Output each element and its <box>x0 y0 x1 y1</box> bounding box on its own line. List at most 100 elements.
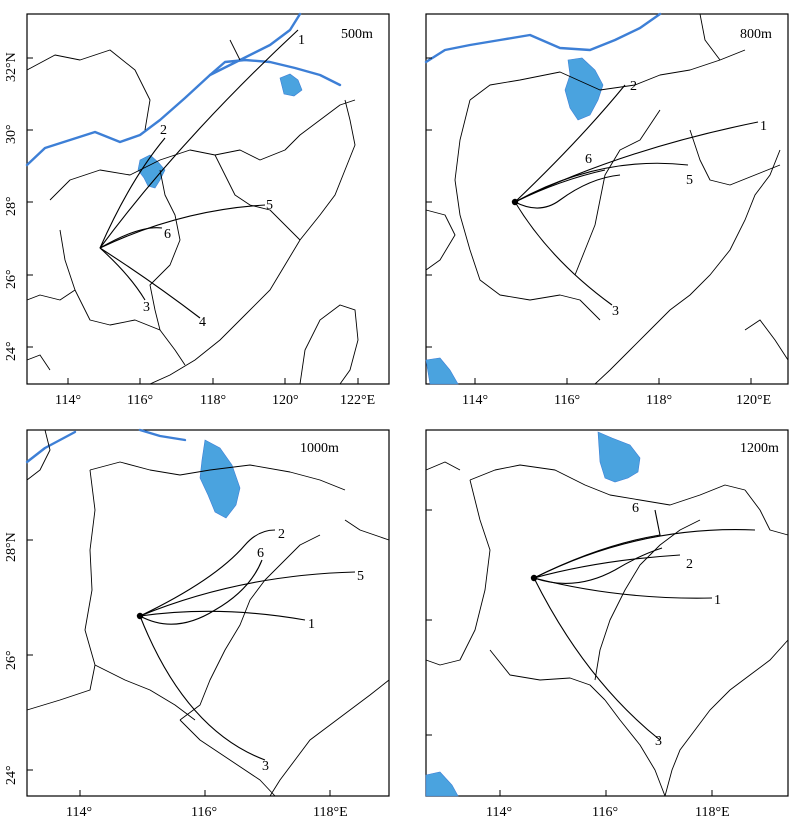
poyang-lake <box>137 154 166 189</box>
poyang-lake <box>564 57 604 121</box>
province-border <box>94 664 196 721</box>
panel-frame <box>425 13 789 385</box>
province-border <box>26 289 76 301</box>
province-border <box>489 649 606 701</box>
panel-frame <box>425 429 789 797</box>
height-label: 500m <box>341 27 373 42</box>
river <box>138 428 187 442</box>
province-border <box>425 479 491 666</box>
trajectory-label-5: 5 <box>686 173 693 188</box>
trajectory-label-1: 1 <box>760 119 767 134</box>
trajectory-line-1 <box>139 610 306 621</box>
x-tick-label: 118°E <box>695 805 730 820</box>
x-tick-label: 116° <box>127 393 153 408</box>
x-tick-label: 120° <box>272 393 299 408</box>
river-branch <box>208 58 342 87</box>
trajectory-line-3 <box>533 577 661 741</box>
trajectory-label-3: 3 <box>262 759 269 774</box>
height-label: 800m <box>740 27 772 42</box>
trajectory-label-2: 2 <box>278 527 285 542</box>
panel-frame <box>26 429 390 797</box>
trajectory-label-3: 3 <box>612 304 619 319</box>
province-border <box>594 519 701 681</box>
x-tick-label: 116° <box>554 393 580 408</box>
panel-frame <box>26 13 390 385</box>
yangtze-river <box>25 12 302 167</box>
taiwan-coast <box>299 304 359 385</box>
trajectory-line-1 <box>514 121 759 203</box>
yangtze-river <box>424 12 662 64</box>
trajectory-label-6: 6 <box>164 227 171 242</box>
trajectory-label-4: 4 <box>199 315 206 330</box>
x-tick-label: 120°E <box>736 393 771 408</box>
trajectory-label-3: 3 <box>655 734 662 749</box>
poyang-lake <box>597 431 641 483</box>
trajectory-line-6 <box>99 227 163 249</box>
trajectory-label-2: 2 <box>630 79 637 94</box>
trajectory-label-5: 5 <box>357 569 364 584</box>
trajectory-line-1 <box>99 29 299 249</box>
y-tick-label: 28° <box>4 196 19 216</box>
coastline <box>664 639 789 797</box>
coastline <box>594 149 781 385</box>
panel-500m: 500m 1 2 3 4 5 6 32°N 30° 28° 26° 24° 11… <box>4 12 390 408</box>
province-border <box>425 461 461 471</box>
province-border <box>26 49 151 131</box>
trajectory-line-3 <box>139 615 266 761</box>
province-border <box>26 469 96 711</box>
panel-1200m: 1200m 1 2 3 6 114° 116° 118°E <box>425 429 789 820</box>
coastline <box>26 354 51 371</box>
province-border <box>744 489 789 536</box>
trajectory-label-1: 1 <box>298 33 305 48</box>
province-border <box>604 699 666 797</box>
height-label: 1000m <box>300 441 339 456</box>
lake <box>279 73 303 97</box>
x-tick-label: 118° <box>646 393 672 408</box>
river <box>25 430 77 464</box>
panel-800m: 800m 1 2 3 5 6 114° 116° 118° 120°E <box>424 12 789 408</box>
x-tick-label: 114° <box>462 393 488 408</box>
province-border <box>229 39 241 61</box>
trajectory-label-6: 6 <box>257 546 264 561</box>
y-tick-label: 26° <box>4 650 19 670</box>
province-border <box>699 13 721 61</box>
x-tick-label: 114° <box>66 805 92 820</box>
province-border <box>469 49 746 101</box>
province-border <box>89 461 346 491</box>
trajectory-label-1: 1 <box>714 593 721 608</box>
province-border <box>49 99 356 201</box>
province-border <box>574 109 661 276</box>
trajectory-label-3: 3 <box>143 300 150 315</box>
trajectory-line-trunk <box>533 529 756 579</box>
province-border <box>469 464 746 506</box>
x-tick-label: 116° <box>592 805 618 820</box>
province-border <box>179 534 321 721</box>
province-border <box>214 154 301 241</box>
trajectory-line-5 <box>139 571 356 617</box>
trajectory-line-5 <box>514 162 689 203</box>
trajectory-line-2 <box>139 529 276 617</box>
trajectory-label-2: 2 <box>160 123 167 138</box>
x-tick-label: 118°E <box>313 805 348 820</box>
trajectory-line-6 <box>139 559 263 625</box>
y-tick-label: 30° <box>4 124 19 144</box>
province-border <box>59 229 186 366</box>
coastline <box>269 679 390 797</box>
trajectory-line-1 <box>533 577 713 599</box>
province-border <box>454 99 601 321</box>
x-tick-label: 116° <box>191 805 217 820</box>
trajectory-label-6: 6 <box>632 501 639 516</box>
trajectory-line-2 <box>514 84 626 203</box>
trajectory-line-4 <box>99 247 201 319</box>
y-tick-label: 28°N <box>4 532 19 562</box>
trajectory-line-2 <box>99 137 166 249</box>
y-tick-label: 24° <box>4 341 19 361</box>
trajectory-line-6-branch <box>514 174 621 209</box>
trajectory-line-branch <box>533 547 663 584</box>
lake <box>425 357 459 385</box>
trajectory-line-5 <box>99 204 266 249</box>
trajectory-line-6 <box>514 169 606 203</box>
x-tick-label: 114° <box>55 393 81 408</box>
taiwan-coast <box>744 319 789 361</box>
panel-1000m: 1000m 1 2 3 5 6 28°N 26° 24° 114° 116° 1… <box>4 428 390 820</box>
